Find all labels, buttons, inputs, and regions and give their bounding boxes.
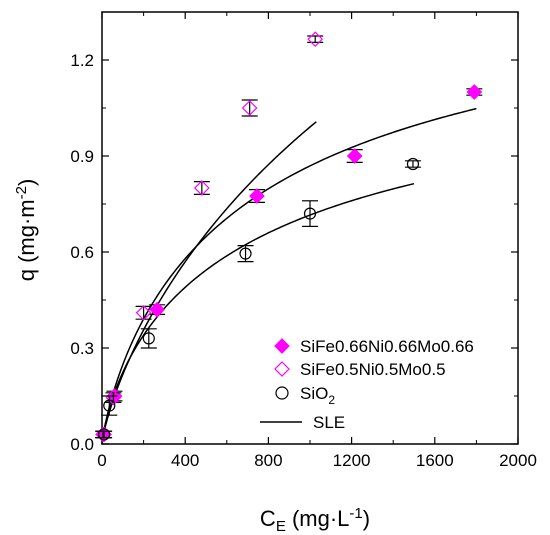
plot-frame [101, 11, 519, 445]
x-tick-label: 1200 [333, 451, 371, 470]
data-point-open-diamond [307, 31, 324, 48]
data-point-filled-diamond [249, 188, 265, 204]
data-point-open-diamond [135, 304, 152, 321]
legend-entry-sife05: SiFe0.5Ni0.5Mo0.5 [274, 360, 446, 379]
y-tick-label: 0.6 [70, 243, 94, 262]
x-tick-label: 1600 [416, 451, 454, 470]
data-point-circle [97, 428, 111, 441]
data-point-filled-diamond [149, 301, 165, 318]
legend-label-sio2: SiO2 [300, 384, 335, 407]
y-axis: 0.0 0.3 0.6 0.9 1.2 [70, 51, 518, 454]
data-point-filled-diamond [466, 84, 483, 100]
legend-marker-filled-diamond [274, 338, 290, 354]
data-point-open-diamond [193, 180, 210, 196]
data-point-circle [142, 332, 155, 345]
sle-fit-lines [101, 107, 477, 445]
data-point-circle [239, 247, 252, 260]
y-tick-label: 1.2 [70, 51, 94, 70]
y-axis-label: q (mg·m-2) [13, 179, 39, 282]
data-point-circle [103, 399, 116, 412]
x-axis: 0 400 800 1200 1600 2000 [97, 12, 537, 470]
x-axis-label: CE (mg·L-1) [260, 505, 370, 535]
data-point-circle [303, 207, 317, 220]
data-point-open-diamond [105, 389, 122, 406]
y-tick-label: 0.3 [70, 339, 94, 358]
y-tick-label: 0.9 [70, 147, 94, 166]
x-tick-label: 400 [171, 451, 199, 470]
data-point-filled-diamond [346, 148, 363, 164]
y-tick-label: 0.0 [70, 435, 94, 454]
legend-label-sife066: SiFe0.66Ni0.66Mo0.66 [300, 337, 474, 356]
legend-marker-open-circle [275, 386, 289, 400]
data-point-open-diamond [241, 100, 258, 116]
plot-border [101, 11, 519, 445]
data-point-open-diamond [95, 426, 111, 443]
legend-entry-sio2: SiO2 [275, 384, 335, 407]
x-tick-label: 800 [254, 451, 282, 470]
legend-label-sife05: SiFe0.5Ni0.5Mo0.5 [300, 360, 446, 379]
sle-fit-curve [101, 182, 415, 445]
legend-label-sle: SLE [313, 413, 345, 432]
legend-entry-sle: SLE [260, 413, 345, 432]
sle-fit-curve [101, 121, 317, 445]
x-tick-label: 2000 [499, 451, 537, 470]
sle-fit-curve [101, 107, 477, 445]
legend: SiFe0.66Ni0.66Mo0.66 SiFe0.5Ni0.5Mo0.5 S… [260, 337, 474, 432]
data-point-circle [406, 157, 420, 171]
legend-entry-sife066: SiFe0.66Ni0.66Mo0.66 [274, 337, 474, 356]
data-markers [95, 31, 483, 443]
legend-marker-open-diamond [274, 361, 290, 377]
x-tick-label: 0 [97, 451, 106, 470]
